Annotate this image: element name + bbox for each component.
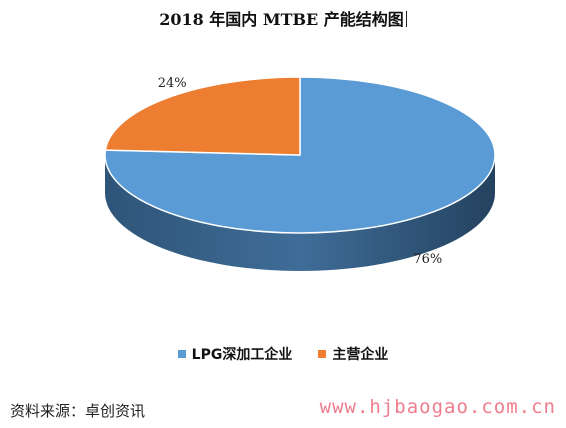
legend-swatch-lpg (177, 350, 186, 358)
source-note: 资料来源：卓创资讯 (10, 402, 146, 420)
watermark: www.hjbaogao.com.cn (319, 396, 556, 418)
pie-top-layer (104, 76, 496, 234)
legend-swatch-main (318, 350, 327, 358)
chart-title: 2018 年国内 MTBE 产能结构图 (0, 6, 566, 30)
legend-label-lpg: LPG深加工企业 (191, 347, 293, 363)
legend-label-main: 主营企业 (332, 347, 389, 363)
chart-title-text: 2018 年国内 MTBE 产能结构图 (159, 10, 404, 29)
pie-label-1: 24% (158, 76, 187, 91)
text-cursor-mark (405, 11, 407, 27)
pie-depth-layer (105, 155, 495, 271)
pie-slice-side-0-0 (105, 155, 495, 271)
legend-item-lpg: LPG深加工企业 (177, 344, 293, 364)
pie-labels-layer: 76% 24% (158, 76, 443, 267)
pie-slice-1 (104, 76, 301, 156)
legend-item-main: 主营企业 (318, 344, 388, 364)
pie-slice-0 (104, 76, 496, 234)
pie-label-0: 76% (413, 252, 442, 267)
legend: LPG深加工企业 主营企业 (0, 344, 566, 364)
